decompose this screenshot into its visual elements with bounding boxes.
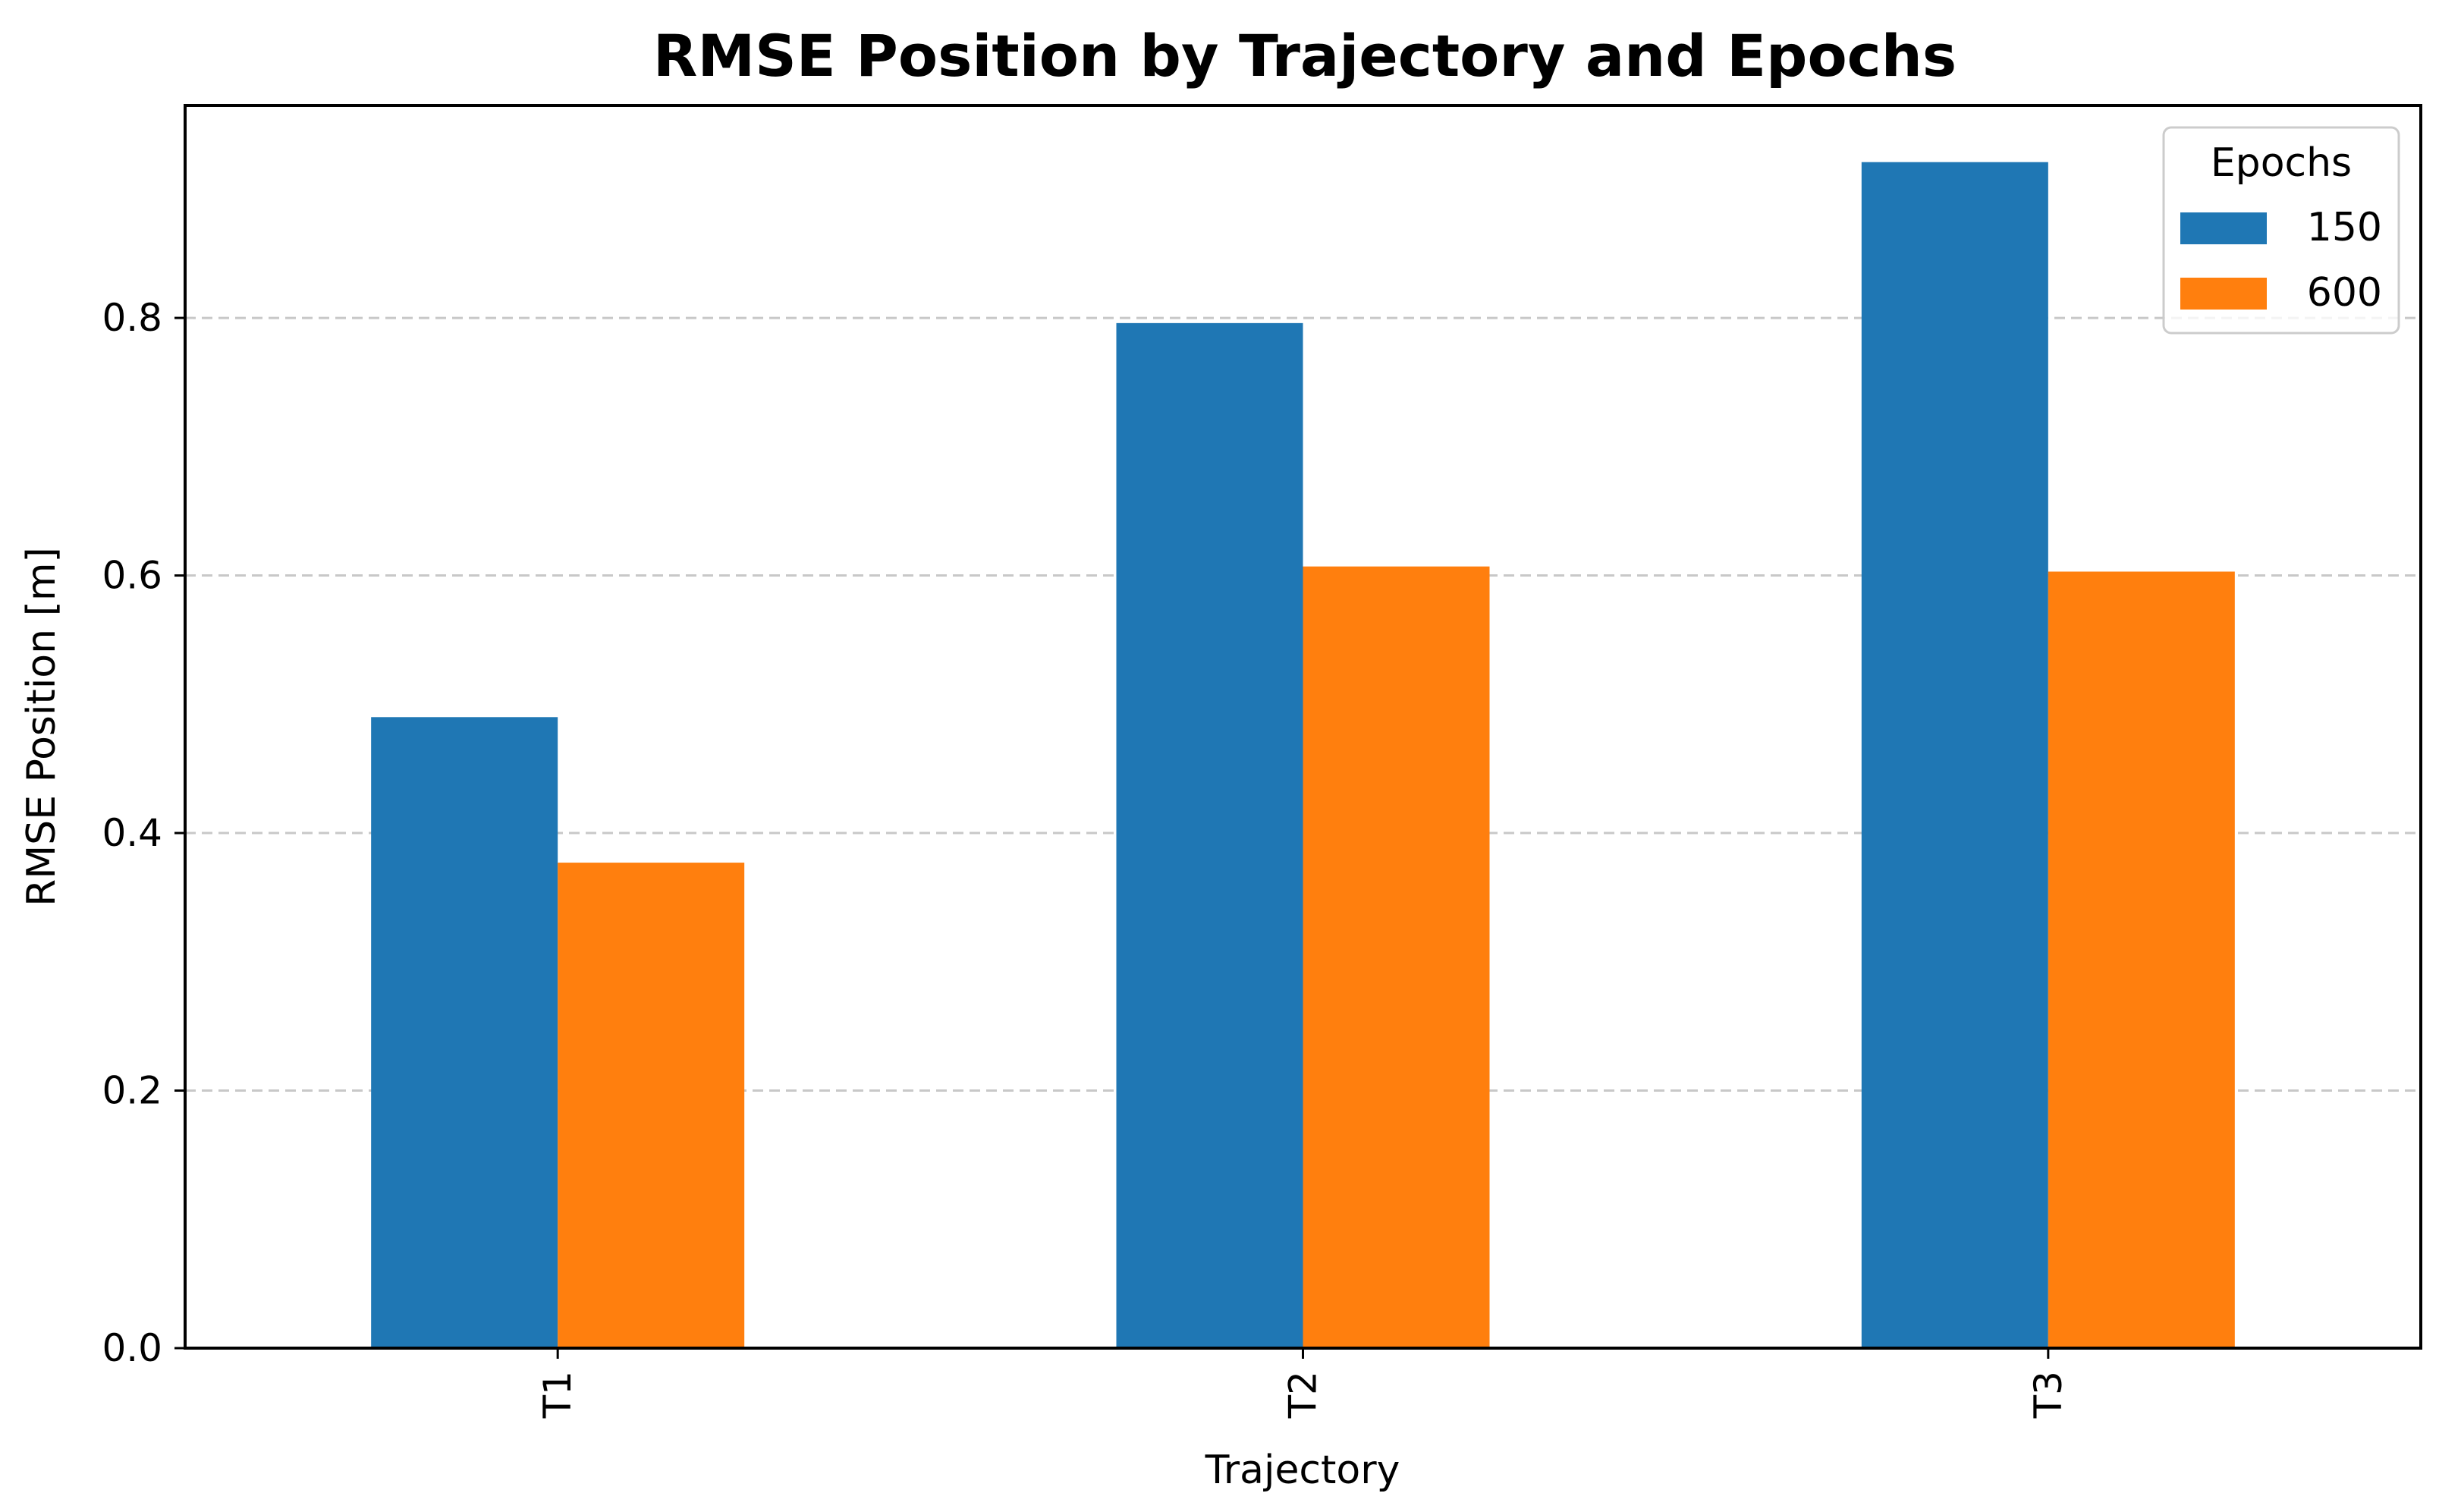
y-tick-label: 0.2 xyxy=(102,1069,162,1113)
y-axis-label: RMSE Position [m] xyxy=(19,547,64,907)
bars xyxy=(371,162,2235,1348)
legend: Epochs 150 600 xyxy=(2162,126,2400,335)
x-axis-label: Trajectory xyxy=(1205,1448,1400,1493)
legend-title: Epochs xyxy=(2211,140,2352,186)
y-tick-label: 0.0 xyxy=(102,1326,162,1370)
x-tick-label: T2 xyxy=(1281,1371,1325,1419)
y-tick-label: 0.6 xyxy=(102,554,162,598)
x-tick-label: T3 xyxy=(2026,1371,2070,1419)
bar-t2-600 xyxy=(1303,566,1490,1348)
bar-t3-600 xyxy=(2048,571,2235,1348)
chart-title: RMSE Position by Trajectory and Epochs xyxy=(653,22,1957,90)
x-axis: T1 T2 T3 xyxy=(536,1348,2070,1419)
bar-t2-150 xyxy=(1116,322,1303,1348)
bar-t1-150 xyxy=(371,717,558,1348)
y-tick-label: 0.8 xyxy=(102,296,162,340)
y-tick-label: 0.4 xyxy=(102,811,162,855)
y-axis: 0.0 0.2 0.4 0.6 0.8 xyxy=(102,296,185,1370)
legend-swatch-600 xyxy=(2180,278,2267,310)
legend-swatch-150 xyxy=(2180,212,2267,244)
legend-label-150: 150 xyxy=(2307,205,2382,250)
legend-label-600: 600 xyxy=(2307,270,2382,316)
bar-t3-150 xyxy=(1861,162,2048,1348)
bar-t1-600 xyxy=(558,863,745,1348)
x-tick-label: T1 xyxy=(536,1371,580,1419)
